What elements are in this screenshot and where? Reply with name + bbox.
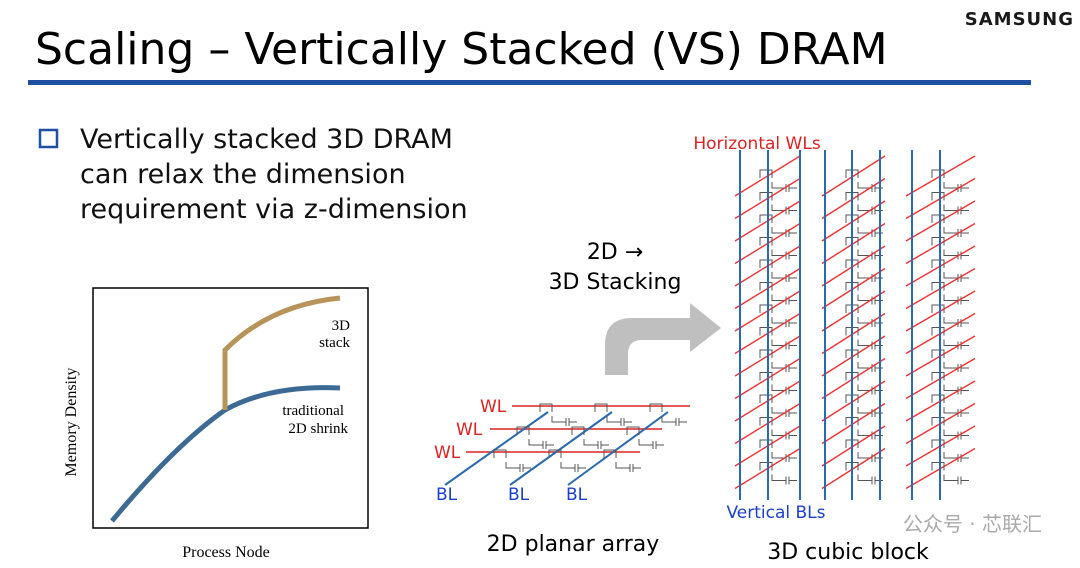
x-axis-label: Process Node	[182, 544, 270, 561]
cell	[516, 426, 554, 449]
cell	[759, 394, 797, 417]
cell	[649, 403, 687, 426]
cell	[931, 394, 969, 417]
word-line	[821, 312, 886, 355]
bit-line	[509, 411, 613, 486]
word-line	[821, 222, 886, 265]
cell	[931, 439, 969, 462]
cell	[759, 192, 797, 215]
transition-label: 2D →	[587, 240, 643, 265]
stack-label: 3D	[332, 318, 351, 334]
stack-curve	[222, 295, 341, 410]
cell	[759, 282, 797, 305]
word-line	[821, 245, 886, 287]
watermark: 公众号 · 芯联汇	[903, 512, 1042, 536]
cell	[759, 372, 797, 395]
cell	[931, 192, 969, 215]
cell	[759, 237, 797, 260]
bit-line	[567, 411, 669, 486]
word-line	[821, 290, 886, 332]
cell	[931, 282, 969, 305]
cell	[931, 349, 969, 372]
planar-caption: 2D planar array	[487, 532, 660, 557]
bullet-line: can relax the dimension	[80, 159, 406, 190]
shrink-curve	[110, 385, 341, 523]
word-line-label: WL	[456, 420, 483, 440]
cell	[571, 426, 609, 449]
title-rule	[28, 80, 1031, 85]
cell	[603, 449, 641, 472]
cell	[759, 214, 797, 237]
cell	[759, 259, 797, 282]
cell	[931, 237, 969, 260]
word-line	[821, 155, 886, 197]
cell	[931, 327, 969, 350]
word-line	[821, 357, 886, 400]
bit-line-label: Vertical BLs	[726, 503, 825, 523]
bullet-line: Vertically stacked 3D DRAM	[80, 124, 453, 155]
shrink-label: 2D shrink	[288, 421, 348, 437]
cell	[626, 426, 664, 449]
cell	[931, 462, 969, 485]
word-line-label: WL	[434, 443, 461, 463]
cell	[759, 304, 797, 327]
stacking-arrow	[605, 303, 721, 375]
transition-label: 3D Stacking	[549, 270, 682, 295]
cell	[759, 439, 797, 462]
cell	[759, 349, 797, 372]
word-line	[821, 425, 886, 467]
y-axis-label: Memory Density	[63, 368, 80, 477]
cell	[759, 327, 797, 350]
word-line	[821, 200, 886, 242]
cell	[594, 403, 632, 426]
logo: SAMSUNG	[965, 9, 1074, 30]
decoration	[444, 150, 976, 500]
cell	[931, 417, 969, 440]
word-line-label: Horizontal WLs	[693, 134, 820, 154]
word-line	[821, 380, 886, 422]
slide-title: Scaling – Vertically Stacked (VS) DRAM	[35, 24, 888, 75]
cell	[548, 449, 586, 472]
word-line-label: WL	[480, 397, 507, 417]
cell	[759, 462, 797, 485]
cubic-caption: 3D cubic block	[767, 540, 929, 565]
cell	[931, 372, 969, 395]
word-line	[821, 402, 886, 445]
word-line	[821, 447, 886, 490]
word-line	[821, 335, 886, 377]
cell	[493, 449, 531, 472]
cell	[931, 169, 969, 192]
bullet-square	[38, 128, 59, 149]
cell	[931, 259, 969, 282]
stack-label: stack	[319, 335, 350, 351]
bit-line-label: BL	[508, 485, 530, 505]
cell	[931, 214, 969, 237]
graph-frame	[92, 287, 369, 529]
bit-line-label: BL	[566, 485, 588, 505]
bullet-line: requirement via z-dimension	[80, 194, 468, 225]
bit-line	[444, 411, 549, 486]
cell	[539, 403, 577, 426]
shrink-label: traditional	[282, 403, 344, 419]
word-line	[821, 177, 886, 220]
cell	[931, 304, 969, 327]
word-line	[821, 267, 886, 310]
cell	[759, 169, 797, 192]
bit-line-label: BL	[436, 485, 458, 505]
cell	[759, 417, 797, 440]
